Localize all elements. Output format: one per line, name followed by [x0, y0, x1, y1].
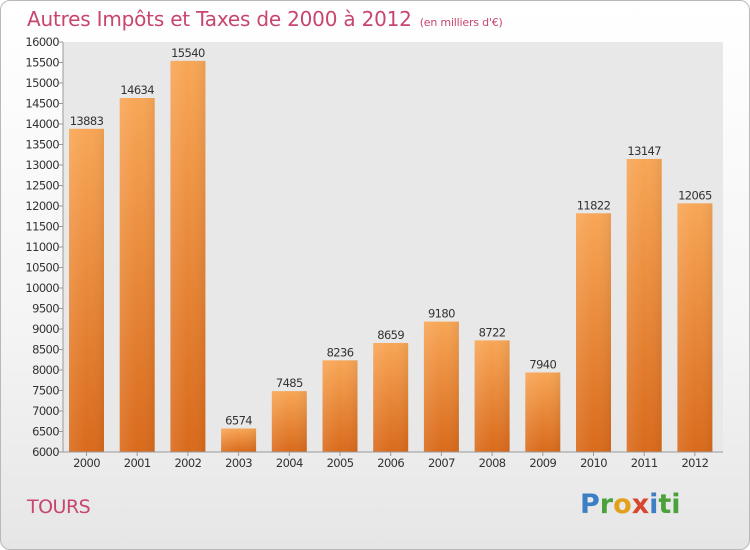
x-axis: 2000 2001 2002 2003 2004 2005 2006 2007 2008 2009… — [63, 451, 723, 470]
bar-value-label: 14634 — [120, 83, 154, 97]
y-tick-label: 11000 — [25, 240, 59, 254]
city-label: TOURS — [27, 496, 91, 518]
y-tick-label: 9500 — [32, 302, 59, 316]
proxiti-logo: Proxiti — [580, 489, 681, 520]
bar-value-label: 11822 — [577, 198, 611, 212]
y-tick-label: 8500 — [32, 343, 59, 357]
bar-value-label: 12065 — [678, 188, 712, 202]
chart-title-text: Autres Impôts et Taxes de 2000 à 2012 — [27, 7, 412, 31]
y-tick-label: 9000 — [32, 322, 59, 336]
bar-shine — [69, 128, 104, 452]
bar-value-label: 8236 — [327, 345, 354, 359]
x-tick-label: 2000 — [73, 456, 100, 470]
logo-letter: r — [599, 489, 614, 520]
y-tick-label: 12000 — [25, 199, 59, 213]
x-tick-label: 2005 — [327, 456, 354, 470]
y-axis: 6000 6500 7000 7500 8000 8500 9000 9500 10000 105… — [25, 35, 64, 459]
bar-value-label: 15540 — [171, 46, 205, 60]
logo-letter: o — [613, 489, 632, 520]
logo-letter: P — [580, 489, 600, 520]
y-tick-label: 7000 — [32, 404, 59, 418]
x-tick-label: 2002 — [174, 456, 201, 470]
logo-letter: x — [631, 489, 650, 520]
y-tick-label: 11500 — [25, 220, 59, 234]
x-tick-label: 2004 — [276, 456, 303, 470]
logo-letter: i — [649, 489, 659, 520]
bar-shine — [373, 342, 409, 452]
bar-shine — [525, 372, 561, 452]
bar-value-label: 7940 — [529, 357, 556, 371]
bar-shine — [119, 98, 155, 453]
x-tick-label: 2012 — [681, 456, 708, 470]
bars: 13883 14634 15540 6574 7485 8236 8659 9180 8722 7… — [69, 46, 713, 453]
y-tick-label: 15500 — [25, 56, 59, 70]
x-tick-label: 2006 — [377, 456, 404, 470]
x-tick-label: 2003 — [225, 456, 252, 470]
y-tick-label: 6500 — [32, 425, 59, 439]
bar-value-label: 13147 — [627, 144, 661, 158]
y-tick-label: 12500 — [25, 179, 59, 193]
y-tick-label: 14500 — [25, 97, 59, 111]
bar-shine — [221, 428, 257, 452]
bar-shine — [626, 158, 662, 452]
x-tick-label: 2011 — [631, 456, 658, 470]
x-tick-label: 2008 — [479, 456, 506, 470]
y-tick-label: 8000 — [32, 363, 59, 377]
y-tick-label: 10500 — [25, 261, 59, 275]
bar-shine — [271, 391, 307, 452]
bar-shine — [576, 213, 611, 452]
bar-shine — [423, 321, 459, 452]
bar-shine — [170, 60, 206, 453]
y-tick-label: 10000 — [25, 281, 59, 295]
bar-shine — [677, 203, 713, 452]
logo-letter: ti — [658, 489, 681, 520]
y-tick-label: 15000 — [25, 76, 59, 90]
bar-value-label: 7485 — [276, 376, 303, 390]
y-tick-label: 6000 — [32, 445, 59, 459]
bar-shine — [474, 340, 510, 452]
bar-value-label: 8722 — [479, 325, 506, 339]
y-tick-label: 13500 — [25, 138, 59, 152]
chart-unit-note: (en milliers d'€) — [419, 16, 503, 29]
x-tick-label: 2001 — [124, 456, 151, 470]
bar-shine — [322, 360, 358, 452]
chart-title: Autres Impôts et Taxes de 2000 à 2012 (en… — [27, 7, 503, 31]
bar-value-label: 13883 — [70, 114, 104, 128]
y-tick-label: 7500 — [32, 384, 59, 398]
y-tick-label: 13000 — [25, 158, 59, 172]
bar-value-label: 8659 — [377, 328, 404, 342]
x-tick-label: 2010 — [580, 456, 607, 470]
y-tick-label: 14000 — [25, 117, 59, 131]
y-tick-label: 16000 — [25, 35, 59, 49]
bar-value-label: 6574 — [225, 413, 252, 427]
x-tick-label: 2009 — [529, 456, 556, 470]
x-tick-label: 2007 — [428, 456, 455, 470]
bar-value-label: 9180 — [428, 307, 455, 321]
